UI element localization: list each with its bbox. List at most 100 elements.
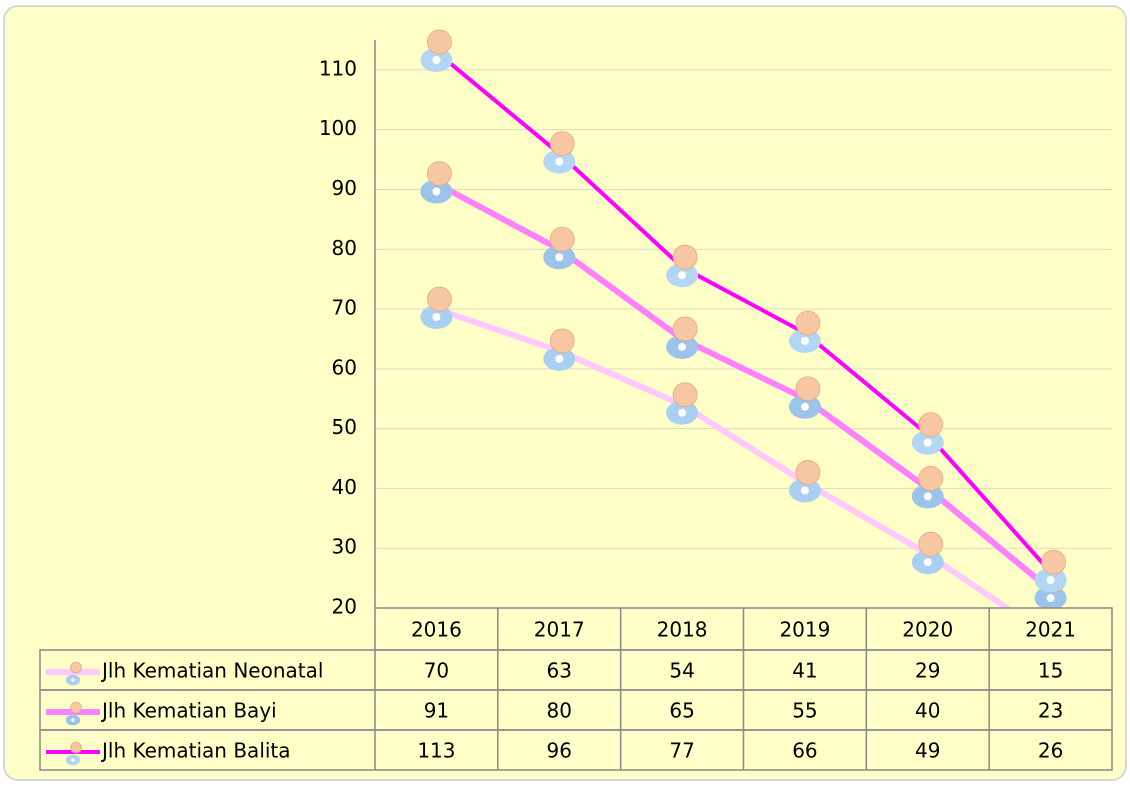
marker-bib [432,55,441,64]
x-tick-label: 2016 [411,618,462,642]
marker-head [672,244,698,270]
y-tick-label: 70 [332,296,357,320]
table-value: 113 [417,739,455,763]
marker-bib [71,678,75,682]
marker-head [918,412,944,438]
data-point [420,286,453,330]
table-value: 15 [1038,659,1063,683]
data-point [911,531,944,575]
x-tick-label: 2017 [534,618,585,642]
y-tick-label: 20 [332,595,357,619]
marker-bib [1046,594,1055,603]
marker-bib [923,558,932,567]
marker-head [549,328,575,354]
marker-bib [800,486,809,495]
table-value: 40 [915,699,940,723]
marker-bib [1046,576,1055,585]
marker-bib [555,157,564,166]
marker-head [918,531,944,557]
marker-head [427,161,452,186]
data-point [911,466,944,509]
marker-head [427,29,452,55]
marker-bib [555,354,564,363]
table-value: 23 [1038,699,1063,723]
data-point [420,29,453,72]
table-value: 96 [547,739,572,763]
data-point [1034,549,1067,593]
marker-head [795,460,821,485]
data-point [543,131,576,174]
plot-area [420,29,1067,608]
marker-head [918,466,944,491]
x-tick-label: 2020 [902,618,953,642]
table-value: 41 [792,659,817,683]
marker-bib [678,408,687,417]
table-value: 26 [1038,739,1063,763]
marker-head [70,701,82,714]
data-point [65,741,82,766]
marker-bib [800,336,809,345]
x-tick-label: 2021 [1025,618,1076,642]
marker-head [672,382,698,408]
table-value: 70 [424,659,449,683]
data-point [543,226,576,270]
marker-bib [923,492,932,501]
chart-background [3,5,1127,781]
marker-head [1041,549,1066,575]
data-point [788,310,821,353]
data-point [788,460,821,503]
marker-head [549,226,575,252]
table-row [39,729,1113,771]
y-tick-label: 90 [332,176,357,200]
data-point [543,328,576,371]
marker-bib [678,342,687,351]
marker-head [70,741,82,754]
data-point [666,316,699,359]
data-point [420,161,453,204]
y-tick-label: 100 [319,116,357,140]
y-tick-label: 110 [319,56,357,80]
data-point [666,244,699,288]
table-value: 80 [547,699,572,723]
y-tick-label: 60 [332,355,357,379]
marker-head [795,310,821,336]
marker-bib [678,271,687,280]
data-point [788,376,821,419]
table-value: 29 [915,659,940,683]
y-tick-label: 30 [332,535,357,559]
series-line [435,50,1053,574]
legend-label: Jlh Kematian Balita [100,739,291,763]
data-point [666,382,699,425]
marker-head [795,376,821,402]
table-value: 65 [669,699,694,723]
table-value: 66 [792,739,817,763]
y-tick-label: 50 [332,415,357,439]
table-value: 49 [915,739,940,763]
table-value: 55 [792,699,817,723]
marker-bib [71,758,75,762]
x-tick-label: 2019 [779,618,830,642]
series-line [435,180,1053,593]
marker-bib [71,718,75,722]
x-tick-label: 2018 [657,618,708,642]
table-value: 91 [424,699,449,723]
y-tick-label: 40 [332,475,357,499]
table-value: 77 [669,739,694,763]
series-line [435,306,1013,608]
data-point [65,701,82,726]
marker-head [672,316,698,342]
marker-head [70,661,82,674]
table-value: 63 [547,659,572,683]
y-tick-label: 80 [332,236,357,260]
marker-bib [432,187,441,196]
marker-bib [923,438,932,447]
marker-head [427,286,452,312]
legend-label: Jlh Kematian Bayi [100,699,277,723]
marker-bib [555,253,564,262]
data-point [911,412,944,455]
marker-bib [432,313,441,322]
legend-label: Jlh Kematian Neonatal [100,659,323,683]
marker-head [549,131,575,157]
